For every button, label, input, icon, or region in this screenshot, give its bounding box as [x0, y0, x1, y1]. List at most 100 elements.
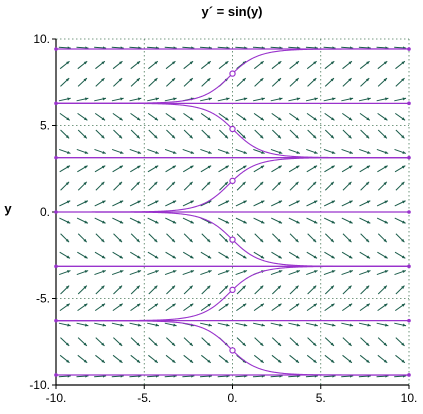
slope-arrow-237	[254, 77, 264, 87]
slope-arrow-71	[113, 181, 123, 191]
slope-arrow-344	[359, 303, 371, 312]
slope-arrow-341	[359, 354, 370, 364]
slope-arrow-335	[342, 112, 353, 121]
x-tick-label-0: -10.	[46, 391, 67, 405]
slope-arrow-163	[200, 322, 212, 327]
slope-arrow-303	[323, 322, 336, 327]
slope-arrow-131	[166, 181, 176, 191]
slope-arrow-388	[395, 233, 405, 243]
slope-arrow-281	[306, 354, 317, 364]
slope-arrow-365	[377, 285, 388, 295]
slope-arrow-75	[112, 112, 123, 121]
slope-arrow-370	[376, 200, 389, 207]
slope-arrow-112	[147, 165, 159, 173]
slope-arrow-325	[342, 285, 352, 295]
slope-arrow-150	[182, 200, 195, 207]
slope-arrow-184	[218, 303, 229, 312]
slope-arrow-245	[271, 285, 282, 295]
slope-arrow-375	[377, 112, 388, 121]
slope-arrow-202	[236, 337, 247, 347]
slope-arrow-198	[218, 60, 229, 70]
slope-arrow-215	[236, 112, 247, 121]
slope-arrow-263	[288, 322, 301, 327]
slope-arrow-284	[306, 303, 318, 312]
slope-arrow-270	[288, 200, 300, 207]
slope-arrow-232	[253, 165, 265, 173]
slope-arrow-96	[129, 97, 142, 102]
slope-arrow-129	[165, 217, 177, 224]
slope-arrow-302	[324, 337, 335, 347]
slope-arrow-142	[183, 337, 194, 347]
slope-arrow-329	[341, 217, 353, 224]
slope-arrow-227	[253, 251, 265, 259]
slope-arrow-296	[305, 97, 318, 102]
slope-arrow-21	[77, 354, 88, 364]
slope-arrow-252	[271, 165, 283, 173]
slope-arrow-234	[254, 129, 264, 139]
slope-arrow-123	[164, 322, 177, 327]
slope-arrow-54	[95, 129, 105, 139]
slope-arrow-374	[377, 129, 388, 139]
slope-arrow-343	[358, 322, 371, 327]
slope-arrow-111	[148, 181, 158, 191]
slope-arrow-94	[130, 129, 141, 139]
slope-arrow-41	[95, 354, 106, 364]
slope-arrow-363	[376, 322, 389, 327]
slope-arrow-287	[306, 251, 318, 259]
slope-arrow-361	[377, 354, 388, 364]
slope-arrow-338	[342, 60, 353, 70]
slope-arrow-152	[182, 165, 194, 173]
slope-arrow-63	[111, 322, 124, 327]
slope-arrow-269	[288, 217, 300, 224]
slope-arrow-52	[94, 165, 106, 173]
slope-arrow-201	[236, 354, 247, 364]
slope-arrow-86	[129, 270, 142, 276]
slope-arrow-391	[395, 181, 405, 191]
slope-arrow-241	[271, 354, 282, 364]
slope-arrow-353	[359, 148, 371, 154]
slope-arrow-95	[130, 112, 141, 121]
slope-arrow-2	[60, 337, 70, 347]
slope-arrow-250	[270, 200, 283, 207]
slope-arrow-178	[201, 60, 212, 70]
slope-arrow-89	[129, 217, 142, 224]
slope-arrow-43	[94, 322, 107, 327]
slope-arrow-261	[289, 354, 300, 364]
slope-arrow-297	[307, 77, 317, 87]
slope-arrow-12	[59, 165, 71, 173]
slope-arrow-125	[166, 285, 176, 295]
slope-arrow-73	[111, 148, 124, 154]
slope-arrow-244	[271, 303, 282, 312]
slope-arrow-290	[306, 200, 318, 207]
slope-arrow-355	[359, 112, 371, 121]
initial-point-3	[229, 236, 236, 243]
slope-arrow-367	[377, 251, 388, 259]
slope-arrow-390	[394, 200, 406, 207]
slope-arrow-262	[289, 337, 299, 347]
slope-arrow-285	[307, 285, 317, 295]
slope-arrow-192	[218, 165, 230, 173]
slope-arrow-174	[201, 129, 211, 139]
slope-arrow-110	[147, 200, 159, 207]
slope-arrow-231	[254, 181, 264, 191]
slope-arrow-323	[341, 322, 354, 327]
slope-arrow-46	[94, 270, 106, 276]
slope-arrow-90	[129, 200, 142, 207]
slope-arrow-35	[77, 112, 88, 121]
slope-arrow-332	[341, 165, 353, 173]
slope-arrow-121	[165, 354, 176, 364]
slope-arrow-230	[253, 200, 265, 207]
slope-arrow-351	[360, 181, 370, 191]
slope-arrow-255	[271, 112, 282, 121]
initial-point-0	[229, 70, 236, 77]
slope-arrow-44	[94, 303, 106, 312]
slope-arrow-3	[58, 322, 71, 327]
slope-arrow-377	[377, 77, 388, 87]
slope-arrow-147	[182, 251, 194, 259]
slope-arrow-144	[183, 303, 194, 312]
slope-arrow-32	[77, 165, 88, 173]
slope-arrow-248	[272, 233, 282, 243]
slope-arrow-68	[113, 233, 123, 243]
slope-arrow-289	[306, 217, 318, 224]
slope-arrow-153	[182, 148, 195, 154]
